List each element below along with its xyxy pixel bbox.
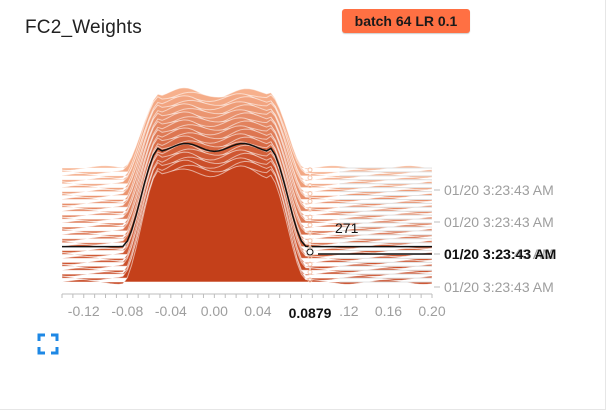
x-tick-label: 0.16 xyxy=(375,303,402,319)
x-tick-label: 0.20 xyxy=(418,303,445,319)
y-tick-label: 01/20 3:23:43 AM xyxy=(444,279,554,295)
x-tick-label: 0.00 xyxy=(201,303,228,319)
hover-point xyxy=(307,238,313,244)
x-axis: -0.12-0.08-0.040.000.040.080.120.160.20 xyxy=(61,293,446,319)
hover-time-label: 01/20 3:23:43 AM xyxy=(444,246,556,262)
hover-focus-point xyxy=(306,248,314,256)
histogram-layers xyxy=(61,87,433,285)
x-tick-label: 0.04 xyxy=(244,303,271,319)
hover-point xyxy=(307,175,313,181)
run-badge[interactable]: batch 64 LR 0.1 xyxy=(342,9,470,33)
hover-guide: 271 01/20 3:23:43 AM 0.0879 xyxy=(280,167,556,321)
hover-point xyxy=(307,230,313,236)
hover-point xyxy=(307,222,313,228)
hover-point xyxy=(307,277,313,283)
hover-point xyxy=(307,261,313,267)
hover-point xyxy=(307,269,313,275)
hover-point xyxy=(307,183,313,189)
histogram-layer xyxy=(61,165,433,285)
x-tick-label: -0.04 xyxy=(155,303,187,319)
y-tick-label: 01/20 3:23:43 AM xyxy=(444,214,554,230)
y-tick-label: 01/20 3:23:43 AM xyxy=(444,246,554,262)
hover-point xyxy=(307,206,313,212)
hover-x-label: 0.0879 xyxy=(289,305,332,321)
hover-point xyxy=(307,214,313,220)
hover-count-label: 271 xyxy=(335,220,359,236)
x-tick-label: -0.12 xyxy=(68,303,100,319)
x-tick-label: -0.08 xyxy=(111,303,143,319)
y-axis: 01/20 3:23:43 AM 01/20 3:23:43 AM 01/20 3:… xyxy=(434,182,554,295)
highlighted-series-line xyxy=(62,142,432,248)
expand-icon[interactable] xyxy=(37,333,59,355)
y-tick-label: 01/20 3:23:43 AM xyxy=(444,182,554,198)
card-title: FC2_Weights xyxy=(25,17,142,38)
hover-point xyxy=(307,198,313,204)
hover-x-label-bg xyxy=(280,302,341,320)
hover-point xyxy=(307,167,313,173)
hover-point xyxy=(307,191,313,197)
